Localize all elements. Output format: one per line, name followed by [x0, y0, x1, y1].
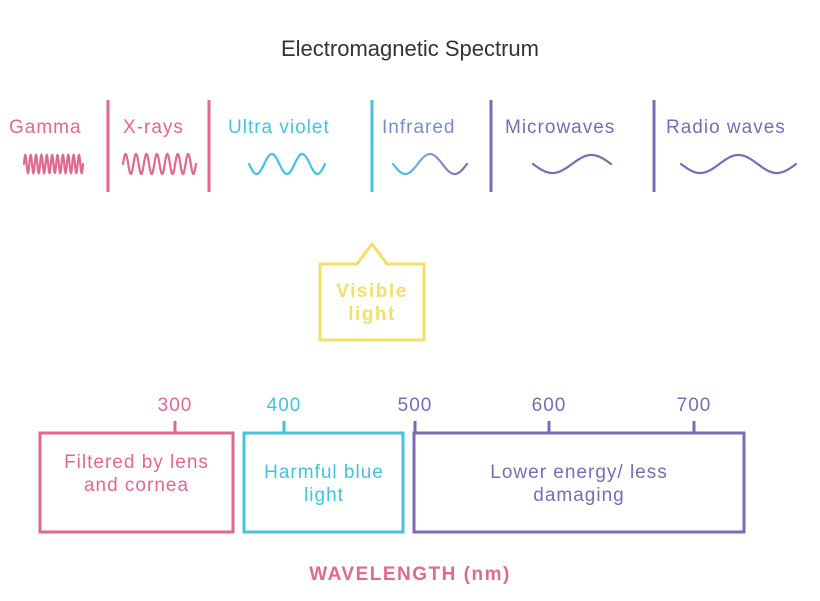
visible-light-callout-shape — [318, 242, 426, 342]
band-label-ultraviolet: Ultra violet — [228, 117, 330, 138]
box-blue-light-label: Harmful blue light — [264, 462, 384, 506]
uv-wave-icon — [247, 152, 327, 176]
box-filtered — [38, 431, 235, 534]
box-lower-energy-label: Lower energy/ less damaging — [490, 462, 668, 506]
box-blue-light — [242, 431, 405, 534]
box-filtered-label: Filtered by lens and cornea — [64, 452, 209, 496]
band-label-infrared: Infrared — [382, 117, 456, 138]
band-label-radio-waves: Radio waves — [666, 117, 786, 138]
tick-label-300: 300 — [157, 395, 193, 416]
xray-wave-icon — [121, 152, 198, 176]
band-label-microwaves: Microwaves — [505, 117, 616, 138]
tick-label-500: 500 — [397, 395, 433, 416]
box-lower-energy — [412, 431, 746, 534]
visible-light-label: Visible light — [336, 281, 408, 325]
infrared-wave-icon — [391, 152, 469, 176]
tick-label-600: 600 — [531, 395, 567, 416]
wavelength-axis-label: WAVELENGTH (nm) — [309, 564, 511, 585]
tick-label-400: 400 — [266, 395, 302, 416]
gamma-wave-icon — [22, 153, 85, 175]
band-label-xrays: X-rays — [123, 117, 184, 138]
band-label-gamma: Gamma — [9, 117, 82, 138]
microwave-wave-icon — [531, 153, 613, 175]
radio-wave-icon — [679, 153, 798, 175]
tick-label-700: 700 — [676, 395, 712, 416]
diagram-title: Electromagnetic Spectrum — [281, 36, 539, 61]
